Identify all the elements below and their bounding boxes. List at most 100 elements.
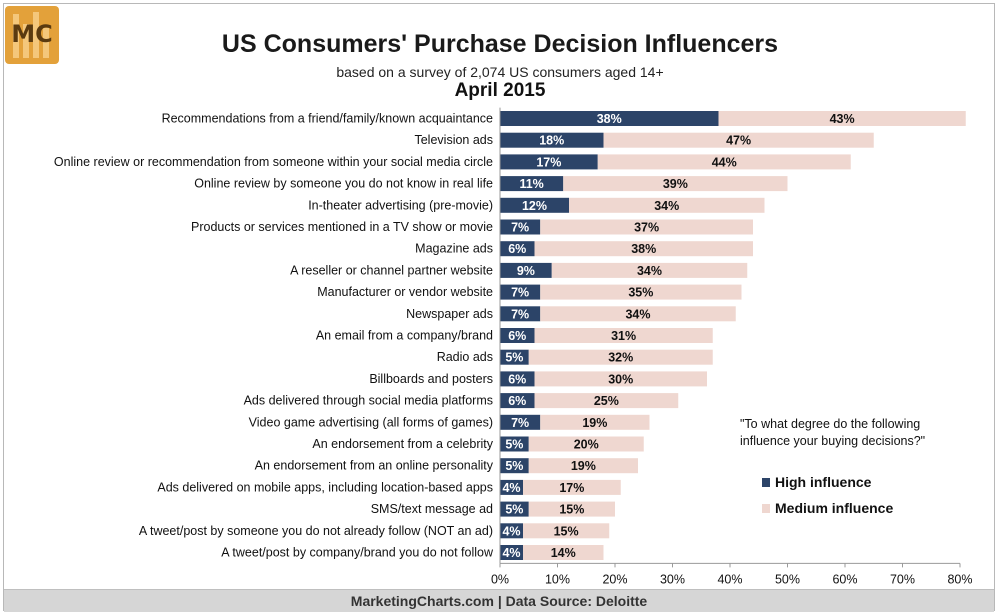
data-label-high: 7% [511, 307, 529, 321]
bar-high-influence [500, 458, 529, 474]
category-label: Ads delivered on mobile apps, including … [157, 480, 493, 494]
bar-high-influence [500, 284, 541, 300]
category-label: An email from a company/brand [316, 329, 493, 343]
data-label-high: 4% [502, 481, 520, 495]
bar-medium-influence [540, 219, 753, 235]
bar-high-influence [500, 414, 541, 430]
data-label-medium: 34% [637, 264, 662, 278]
category-label: Online review by someone you do not know… [194, 177, 493, 191]
bar-medium-influence [523, 545, 604, 560]
x-tick-label: 60% [832, 572, 857, 586]
bar-medium-influence [540, 306, 736, 322]
chart-date: April 2015 [454, 80, 546, 101]
category-label: Recommendations from a friend/family/kno… [162, 112, 493, 126]
bar-high-influence [500, 349, 529, 365]
data-label-medium: 47% [726, 134, 751, 148]
bar-medium-influence [534, 241, 753, 257]
bar-high-influence [500, 111, 719, 126]
bar-medium-influence [528, 436, 644, 452]
data-label-high: 5% [505, 459, 523, 473]
legend-swatch-medium [762, 504, 770, 513]
category-label: Video game advertising (all forms of gam… [249, 415, 493, 429]
data-label-high: 6% [508, 372, 526, 386]
legend-label-high: High influence [775, 474, 872, 490]
bar-high-influence [500, 197, 569, 213]
bar-medium-influence [534, 393, 679, 409]
x-tick-label: 10% [545, 572, 570, 586]
data-label-high: 6% [508, 329, 526, 343]
data-label-high: 4% [502, 524, 520, 538]
data-label-medium: 30% [608, 372, 633, 386]
bar-medium-influence [523, 479, 621, 495]
data-label-high: 4% [502, 546, 520, 560]
bar-high-influence [500, 262, 552, 278]
bar-high-influence [500, 545, 523, 560]
bar-high-influence [500, 371, 535, 387]
data-label-medium: 17% [559, 481, 584, 495]
x-tick-label: 30% [660, 572, 685, 586]
data-label-high: 18% [539, 134, 564, 148]
data-label-medium: 15% [554, 524, 579, 538]
bar-high-influence [500, 306, 541, 322]
bar-high-influence [500, 241, 535, 257]
data-label-high: 6% [508, 242, 526, 256]
category-label: A reseller or channel partner website [290, 263, 493, 277]
bar-medium-influence [528, 501, 615, 517]
data-label-medium: 31% [611, 329, 636, 343]
data-label-high: 17% [536, 155, 561, 169]
data-label-medium: 14% [551, 546, 576, 560]
data-label-medium: 20% [574, 438, 599, 452]
bar-high-influence [500, 479, 523, 495]
data-label-high: 9% [517, 264, 535, 278]
bar-high-influence [500, 154, 598, 170]
category-label: Online review or recommendation from som… [54, 155, 493, 169]
bar-medium-influence [563, 176, 788, 192]
data-label-medium: 19% [571, 459, 596, 473]
bar-medium-influence [551, 262, 748, 278]
bar-medium-influence [528, 458, 638, 474]
data-label-medium: 35% [628, 286, 653, 300]
legend-high-influence: High influence [762, 474, 871, 490]
bar-medium-influence [540, 414, 650, 430]
data-label-high: 6% [508, 394, 526, 408]
bar-medium-influence [718, 111, 966, 126]
data-label-high: 5% [505, 503, 523, 517]
data-label-medium: 39% [663, 177, 688, 191]
category-label: Magazine ads [415, 242, 493, 256]
x-tick-label: 0% [491, 572, 509, 586]
bar-medium-influence [534, 328, 713, 343]
category-label: SMS/text message ad [371, 502, 493, 516]
bar-high-influence [500, 436, 529, 452]
category-label: Manufacturer or vendor website [317, 285, 493, 299]
data-label-medium: 15% [559, 503, 584, 517]
data-label-medium: 37% [634, 221, 659, 235]
category-label: An endorsement from an online personalit… [255, 459, 494, 473]
data-label-medium: 25% [594, 394, 619, 408]
bar-medium-influence [534, 371, 707, 387]
bar-medium-influence [603, 132, 874, 148]
data-label-high: 7% [511, 221, 529, 235]
category-label: A tweet/post by company/brand you do not… [221, 546, 494, 560]
chart-title: US Consumers' Purchase Decision Influenc… [221, 30, 779, 58]
data-label-high: 38% [597, 112, 622, 126]
data-label-medium: 32% [608, 351, 633, 365]
bar-high-influence [500, 393, 535, 409]
category-label: Products or services mentioned in a TV s… [191, 220, 493, 234]
bar-medium-influence [523, 523, 610, 539]
x-tick-label: 20% [602, 572, 627, 586]
bar-medium-influence [597, 154, 851, 170]
bar-high-influence [500, 219, 541, 235]
category-label: A tweet/post by someone you do not alrea… [139, 524, 493, 538]
marketingcharts-logo: MC [5, 6, 59, 64]
data-label-medium: 34% [625, 307, 650, 321]
data-label-medium: 19% [582, 416, 607, 430]
x-tick-label: 50% [775, 572, 800, 586]
data-label-medium: 34% [654, 199, 679, 213]
category-label: Radio ads [437, 350, 493, 364]
data-label-medium: 38% [631, 242, 656, 256]
data-label-medium: 43% [830, 112, 855, 126]
data-label-high: 7% [511, 416, 529, 430]
survey-question-note: "To what degree do the following influen… [740, 417, 926, 448]
x-tick-label: 70% [890, 572, 915, 586]
legend-label-medium: Medium influence [775, 500, 894, 516]
